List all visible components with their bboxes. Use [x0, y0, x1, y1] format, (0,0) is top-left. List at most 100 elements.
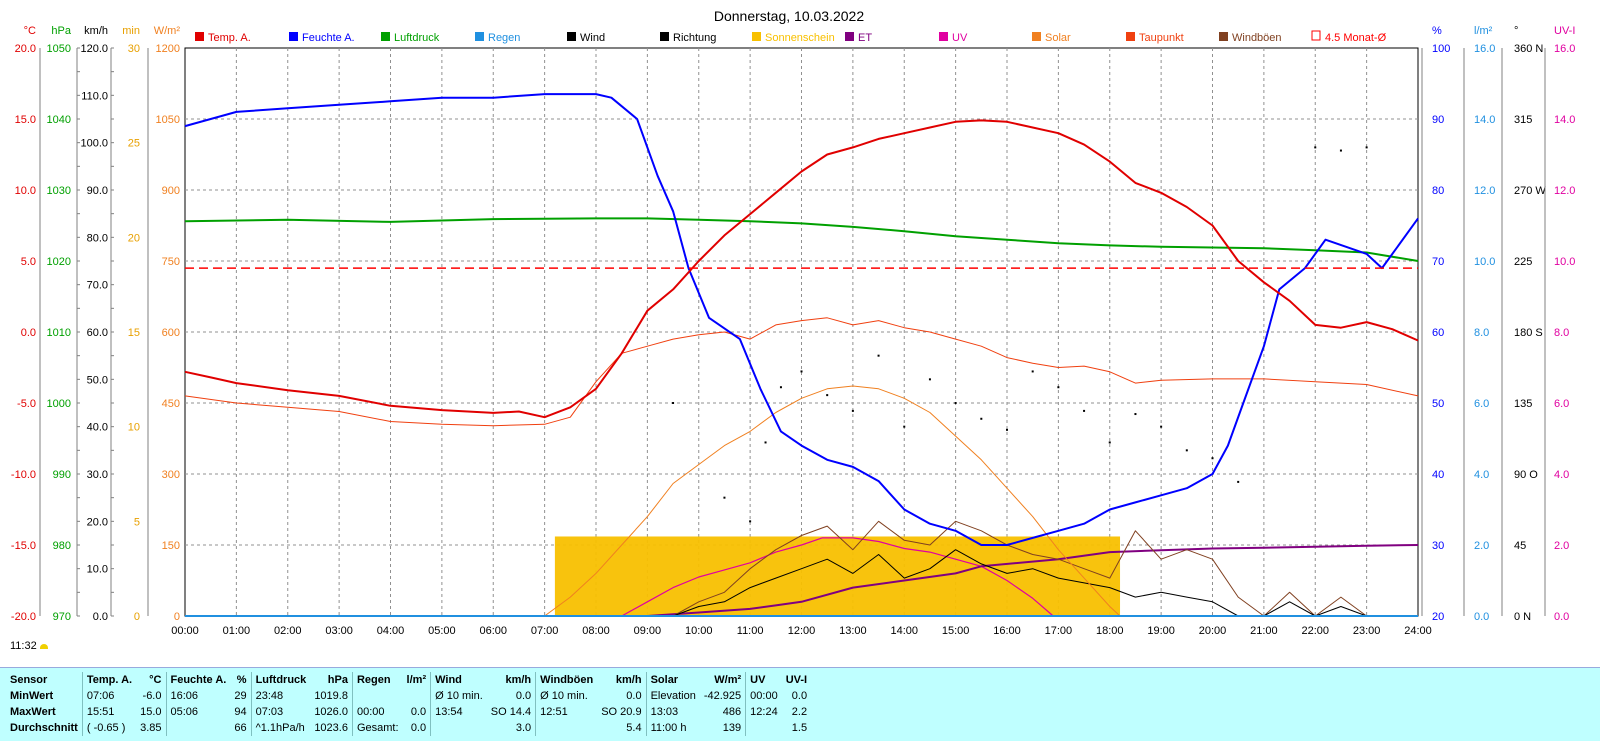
right-axis-tick: 135 — [1514, 398, 1532, 410]
stats-header-cell: W/m² — [714, 674, 742, 686]
direction-point — [851, 409, 854, 412]
stats-cell: 1026.0 — [314, 706, 348, 718]
x-tick-label: 00:00 — [171, 625, 199, 637]
legend-swatch-12 — [1311, 30, 1321, 41]
left-axis-tick: 1050 — [156, 114, 180, 126]
stats-cell: 07:06 — [81, 688, 137, 704]
left-axis-tick: 10.0 — [87, 564, 108, 576]
direction-point — [1365, 146, 1368, 149]
left-axis-tick: 60.0 — [87, 327, 108, 339]
stats-cell: 0.0 — [410, 722, 427, 734]
legend-swatch-3 — [475, 32, 484, 41]
stats-cell: 0.0 — [791, 690, 808, 702]
right-axis-tick: 14.0 — [1554, 114, 1575, 126]
legend-label-3: Regen — [488, 32, 520, 44]
series-windb-en — [672, 520, 1367, 617]
right-axis-tick: 0 N — [1514, 611, 1531, 623]
legend-label-12: 4.5 Monat-Ø — [1325, 32, 1387, 44]
right-axis-tick: 60 — [1432, 327, 1444, 339]
stats-header-cell: l/m² — [406, 674, 427, 686]
right-axis-tick: 100 — [1432, 43, 1450, 55]
legend-swatch-6 — [752, 32, 761, 41]
left-axis-tick: 1040 — [47, 114, 71, 126]
stats-row-label: Durchschnitt — [10, 722, 78, 734]
stats-cell: 15:51 — [81, 704, 137, 720]
direction-point — [903, 425, 906, 428]
stats-cell: Gesamt: — [351, 720, 403, 736]
stats-cell: 05:06 — [165, 704, 231, 720]
stats-cell: 1019.8 — [314, 690, 348, 702]
stats-header-cell: Sensor — [10, 674, 48, 686]
legend-swatch-0 — [195, 32, 204, 41]
right-axis-tick: 4.0 — [1474, 469, 1489, 481]
left-axis-tick: 100.0 — [80, 138, 108, 150]
x-tick-label: 18:00 — [1096, 625, 1124, 637]
left-axis-tick: 90.0 — [87, 185, 108, 197]
legend-label-8: UV — [952, 32, 968, 44]
stats-row-label: MinWert — [10, 690, 54, 702]
left-axis-tick: -5.0 — [17, 398, 36, 410]
x-tick-label: 12:00 — [788, 625, 816, 637]
left-axis-tick: 80.0 — [87, 232, 108, 244]
legend-label-0: Temp. A. — [208, 32, 251, 44]
right-axis-tick: 0.0 — [1554, 611, 1569, 623]
left-axis-tick: 150 — [162, 540, 180, 552]
right-axis-tick: 10.0 — [1554, 256, 1575, 268]
direction-point — [1083, 409, 1086, 412]
direction-point — [779, 386, 782, 389]
stats-cell: 15.0 — [140, 706, 162, 718]
left-axis-tick: 70.0 — [87, 280, 108, 292]
chart-legend: Temp. A. Feuchte A. Luftdruck Regen Wind Rich… — [195, 30, 1387, 44]
stats-cell: 23:48 — [250, 688, 311, 704]
right-axis-tick: 90 O — [1514, 469, 1538, 481]
legend-label-9: Solar — [1045, 32, 1071, 44]
right-axis-tick: 6.0 — [1474, 398, 1489, 410]
left-axis-unit-3: min — [122, 25, 140, 37]
left-axis-tick: 450 — [162, 398, 180, 410]
x-tick-label: 03:00 — [325, 625, 353, 637]
sun-time-label: 11:32 — [10, 640, 37, 652]
x-tick-label: 11:00 — [737, 625, 764, 637]
right-axis-tick: 16.0 — [1474, 43, 1495, 55]
stats-header-row: Sensor Temp. A. °C Feuchte A.% Luftdruck hPa R… — [6, 672, 811, 688]
stats-cell: 13:03 — [645, 704, 700, 720]
series-et — [185, 544, 1419, 617]
stats-header-cell: km/h — [615, 674, 642, 686]
chart-axes: °C 20.0 15.0 10.0 5.0 0.0 -5.0 -10.0 -15.0 -20.0 h… — [11, 25, 1576, 623]
left-axis-tick: 15.0 — [15, 114, 36, 126]
x-tick-label: 13:00 — [839, 625, 867, 637]
left-axis-tick: 990 — [53, 469, 71, 481]
right-axis-unit-0: % — [1432, 25, 1442, 37]
stats-header-cell: °C — [149, 674, 162, 686]
left-axis-tick: 20.0 — [15, 43, 36, 55]
x-tick-label: 09:00 — [634, 625, 662, 637]
direction-point — [928, 378, 931, 381]
x-tick-label: 06:00 — [479, 625, 507, 637]
stats-header-cell: Windböen — [535, 672, 598, 688]
stats-cell — [165, 720, 231, 736]
x-tick-label: 24:00 — [1404, 625, 1432, 637]
x-tick-label: 05:00 — [428, 625, 456, 637]
direction-point — [764, 441, 767, 444]
right-axis-unit-2: ° — [1514, 25, 1518, 37]
right-axis-tick: 45 — [1514, 540, 1526, 552]
stats-cell: 13:54 — [430, 704, 487, 720]
left-axis-tick: 970 — [53, 611, 71, 623]
left-axis-tick: 300 — [162, 469, 180, 481]
direction-point — [1211, 457, 1214, 460]
direction-point — [980, 417, 983, 420]
left-axis-tick: 1050 — [47, 43, 71, 55]
stats-row: MaxWert 15:51 15.0 05:06 94 07:03 1026.0 00:00 0… — [6, 704, 811, 720]
left-axis-tick: 0.0 — [21, 327, 36, 339]
left-axis-tick: 750 — [162, 256, 180, 268]
right-axis-tick: 10.0 — [1474, 256, 1495, 268]
stats-cell: 2.2 — [791, 706, 808, 718]
direction-point — [672, 402, 675, 404]
legend-label-5: Richtung — [673, 32, 716, 44]
right-axis-unit-3: UV-I — [1554, 25, 1575, 37]
stats-header-cell: UV — [745, 672, 782, 688]
right-axis-unit-1: l/m² — [1474, 25, 1493, 37]
stats-header-cell: hPa — [327, 674, 348, 686]
legend-swatch-1 — [289, 32, 298, 41]
legend-swatch-11 — [1219, 32, 1228, 41]
